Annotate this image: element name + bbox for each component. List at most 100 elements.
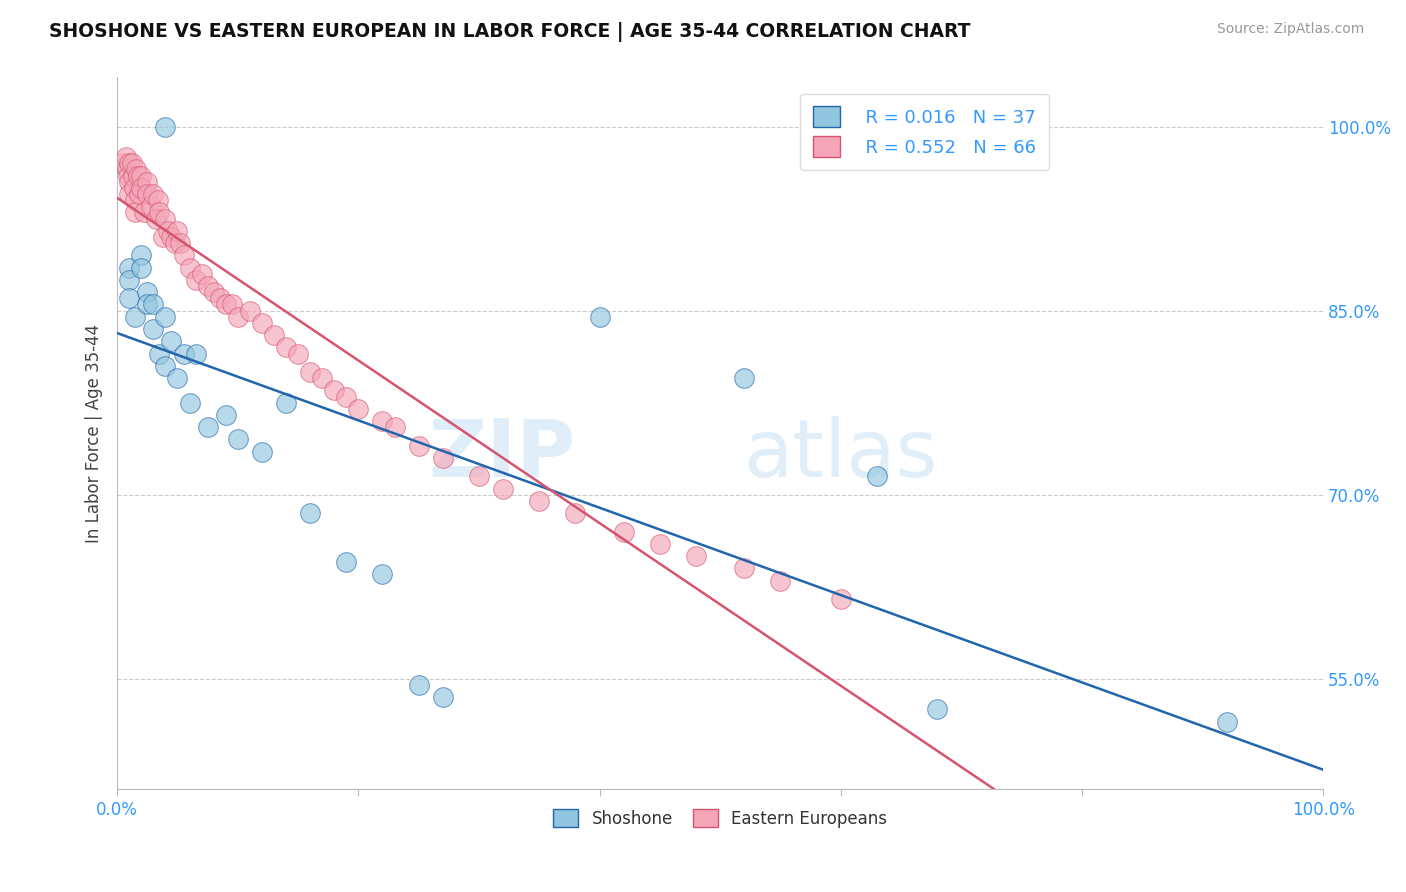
Point (927, 702, 949, 716)
Point (179, 395, 201, 409)
Point (142, 297, 165, 311)
Point (118, 175, 141, 189)
Point (112, 156, 135, 170)
Point (202, 285, 225, 300)
Point (148, 205, 170, 219)
Point (685, 549, 707, 563)
Text: Source: ZipAtlas.com: Source: ZipAtlas.com (1216, 22, 1364, 37)
Point (148, 193, 170, 207)
Point (173, 346, 195, 360)
Point (239, 303, 262, 318)
Point (226, 433, 249, 447)
Point (335, 555, 357, 569)
Point (299, 365, 322, 379)
Text: SHOSHONE VS EASTERN EUROPEAN IN LABOR FORCE | AGE 35-44 CORRELATION CHART: SHOSHONE VS EASTERN EUROPEAN IN LABOR FO… (49, 22, 970, 42)
Point (769, 574, 792, 588)
Point (118, 273, 141, 287)
Point (432, 690, 454, 705)
Y-axis label: In Labor Force | Age 35-44: In Labor Force | Age 35-44 (86, 324, 103, 543)
Point (160, 334, 183, 349)
Point (131, 169, 153, 183)
Point (408, 439, 430, 453)
Point (136, 297, 159, 311)
Point (323, 384, 346, 398)
Point (733, 371, 755, 385)
Point (122, 181, 145, 195)
Point (287, 346, 309, 360)
Point (190, 267, 212, 281)
Point (124, 205, 146, 219)
Point (866, 469, 889, 483)
Point (131, 260, 153, 275)
Point (139, 199, 162, 213)
Point (830, 592, 852, 607)
Point (263, 328, 285, 343)
Point (226, 310, 249, 324)
Point (311, 371, 333, 385)
Point (145, 211, 167, 226)
Point (131, 181, 153, 195)
Point (136, 187, 159, 202)
Point (128, 187, 150, 202)
Point (613, 524, 636, 539)
Point (118, 187, 141, 202)
Point (155, 120, 177, 134)
Point (371, 414, 394, 428)
Point (208, 291, 231, 305)
Point (165, 236, 187, 251)
Point (179, 260, 201, 275)
Point (384, 420, 406, 434)
Point (121, 156, 143, 170)
Point (125, 162, 148, 177)
Point (215, 297, 238, 311)
Point (132, 205, 155, 219)
Point (197, 420, 219, 434)
Legend: Shoshone, Eastern Europeans: Shoshone, Eastern Europeans (547, 803, 894, 834)
Point (166, 224, 188, 238)
Point (274, 395, 297, 409)
Point (299, 506, 322, 520)
Point (121, 169, 143, 183)
Point (250, 316, 273, 330)
Point (155, 211, 177, 226)
Point (250, 444, 273, 458)
Point (136, 175, 159, 189)
Point (347, 401, 370, 416)
Point (156, 224, 179, 238)
Point (221, 297, 243, 311)
Point (118, 291, 141, 305)
Point (118, 156, 141, 170)
Point (148, 346, 170, 360)
Point (408, 678, 430, 692)
Point (160, 230, 183, 244)
Point (1215, 714, 1237, 729)
Point (184, 346, 207, 360)
Point (492, 482, 515, 496)
Point (117, 169, 139, 183)
Point (155, 359, 177, 373)
Point (371, 567, 394, 582)
Point (588, 310, 610, 324)
Point (142, 322, 165, 336)
Point (127, 169, 149, 183)
Point (169, 236, 191, 251)
Point (184, 273, 207, 287)
Point (155, 310, 177, 324)
Point (215, 408, 238, 422)
Point (335, 390, 357, 404)
Point (124, 193, 146, 207)
Point (274, 340, 297, 354)
Point (136, 285, 159, 300)
Point (432, 450, 454, 465)
Point (131, 248, 153, 262)
Text: ZIP: ZIP (429, 416, 575, 493)
Point (114, 150, 136, 164)
Point (733, 561, 755, 575)
Point (529, 493, 551, 508)
Point (173, 248, 195, 262)
Point (152, 230, 174, 244)
Point (648, 537, 671, 551)
Point (564, 506, 586, 520)
Point (166, 371, 188, 385)
Point (124, 310, 146, 324)
